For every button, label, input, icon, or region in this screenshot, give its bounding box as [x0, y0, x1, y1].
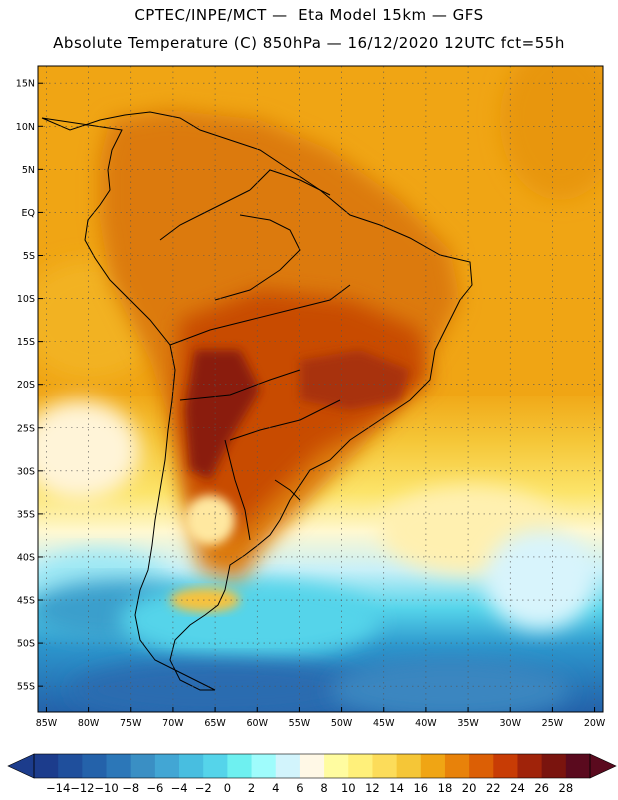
colorbar-label: 18: [438, 781, 453, 795]
colorbar-label: −12: [70, 781, 94, 795]
lat-tick-label: 15N: [16, 79, 35, 90]
lon-tick-label: 65W: [204, 718, 226, 729]
lon-tick-label: 45W: [373, 718, 395, 729]
colorbar-label: 6: [296, 781, 303, 795]
title-line-2: Absolute Temperature (C) 850hPa — 16/12/…: [53, 34, 565, 52]
colorbar-swatch: [130, 754, 156, 778]
colorbar-label: 16: [413, 781, 428, 795]
colorbar-swatch: [34, 754, 59, 778]
colorbar-label: −4: [171, 781, 188, 795]
colorbar-label: 28: [559, 781, 574, 795]
colorbar-swatch: [275, 754, 301, 778]
colorbar-label: 12: [365, 781, 380, 795]
lat-tick-label: 20S: [17, 380, 35, 391]
colorbar-swatch: [179, 754, 204, 778]
colorbar-label: 14: [389, 781, 404, 795]
lon-tick-label: 75W: [120, 718, 142, 729]
colorbar-label: 10: [341, 781, 356, 795]
lat-tick-label: 45S: [17, 596, 35, 607]
lon-tick-label: 85W: [36, 718, 58, 729]
colorbar-swatch: [227, 754, 253, 778]
lat-tick-label: 10N: [16, 122, 35, 133]
colorbar-swatch: [517, 754, 543, 778]
colorbar-max-arrow: [589, 753, 617, 779]
colorbar-swatch: [396, 754, 422, 778]
lon-tick-label: 30W: [499, 718, 521, 729]
colorbar-swatch: [82, 754, 108, 778]
colorbar-frame: [33, 753, 591, 779]
title-line-1: CPTEC/INPE/MCT — Eta Model 15km — GFS: [134, 6, 484, 24]
colorbar-swatch: [203, 754, 228, 778]
colorbar: −14 −12 −10 −8 −6 −4 −2 0 2 4 6 8 10 12 14 16 18 20 22 24 26…: [7, 753, 617, 795]
colorbar-swatch: [444, 754, 470, 778]
coastline: [41, 111, 473, 691]
colorbar-swatch: [251, 754, 277, 778]
latitude-axis: 15N 10N 5N EQ 5S 10S 15S 20S 25S 30S 35S 40S 45S 50S 5…: [16, 79, 43, 693]
lon-tick-label: 60W: [247, 718, 269, 729]
lon-tick-label: 55W: [289, 718, 311, 729]
colorbar-label: −6: [146, 781, 163, 795]
colorbar-swatch: [324, 754, 349, 778]
colorbar-swatch: [154, 754, 180, 778]
lon-tick-label: 35W: [457, 718, 479, 729]
lon-tick-label: 40W: [415, 718, 437, 729]
colorbar-swatch: [372, 754, 398, 778]
colorbar-label: 0: [224, 781, 231, 795]
colorbar-label: 2: [248, 781, 255, 795]
lat-tick-label: 15S: [17, 337, 35, 348]
lat-tick-label: 25S: [17, 423, 35, 434]
colorbar-swatch: [58, 754, 83, 778]
longitude-axis: 85W 80W 75W 70W 65W 60W 55W 50W 45W 40W 35W 30W 25W 2…: [36, 707, 606, 729]
lat-tick-label: 5S: [23, 251, 35, 262]
colorbar-label: 4: [272, 781, 279, 795]
colorbar-swatch: [299, 754, 325, 778]
colorbar-label: 8: [320, 781, 327, 795]
lon-tick-label: 80W: [78, 718, 100, 729]
lon-tick-label: 50W: [331, 718, 353, 729]
colorbar-label: −2: [195, 781, 212, 795]
colorbar-swatch: [348, 754, 373, 778]
colorbar-swatch: [493, 754, 518, 778]
colorbar-label: 20: [462, 781, 477, 795]
colorbar-label: 22: [486, 781, 501, 795]
map-frame: [37, 65, 604, 713]
lat-lon-grid: [38, 66, 603, 712]
colorbar-swatch: [420, 754, 446, 778]
colorbar-label: −14: [46, 781, 70, 795]
lon-tick-label: 70W: [162, 718, 184, 729]
lon-tick-label: 25W: [542, 718, 564, 729]
colorbar-label: −10: [94, 781, 118, 795]
lat-tick-label: 40S: [17, 552, 35, 563]
colorbar-min-arrow: [7, 753, 35, 779]
lat-tick-label: EQ: [22, 208, 35, 219]
colorbar-swatch: [565, 754, 591, 778]
lat-tick-label: 30S: [17, 466, 35, 477]
lat-tick-label: 50S: [17, 639, 35, 650]
colorbar-label: 26: [534, 781, 549, 795]
colorbar-label: 24: [510, 781, 525, 795]
colorbar-swatch: [106, 754, 132, 778]
lat-tick-label: 10S: [17, 294, 35, 305]
lat-tick-label: 35S: [17, 509, 35, 520]
lat-tick-label: 5N: [22, 165, 35, 176]
lon-tick-label: 20W: [584, 718, 606, 729]
temperature-field: [38, 66, 603, 712]
colorbar-swatch: [541, 754, 567, 778]
colorbar-label: −8: [122, 781, 139, 795]
lat-tick-label: 55S: [17, 682, 35, 693]
colorbar-swatch: [469, 754, 494, 778]
